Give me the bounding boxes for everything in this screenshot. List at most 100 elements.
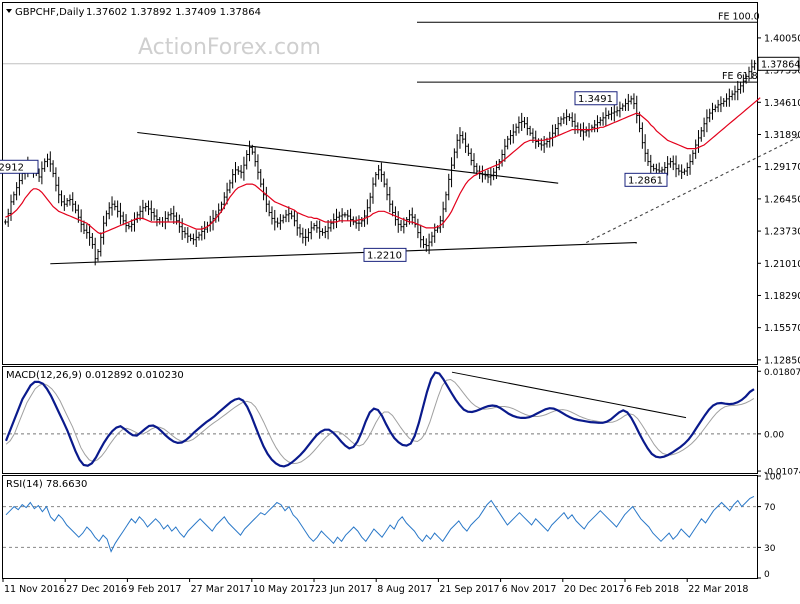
ohlc-bar (150, 200, 153, 221)
ohlc-bar (178, 214, 181, 233)
ohlc-bar (231, 169, 234, 189)
ohlc-bar (424, 238, 428, 252)
ohlc-bar (570, 112, 574, 127)
ohlc-bar (486, 169, 490, 184)
ohlc-bar (615, 106, 619, 117)
price-tick-label: 1.26450 (764, 194, 800, 205)
ohlc-bar (43, 158, 46, 172)
label-1-2912-clipped: 1.2912 (0, 159, 39, 174)
ohlc-bar (483, 170, 487, 180)
ohlc-bar (105, 210, 108, 227)
x-tick-label: 9 Feb 2017 (128, 584, 181, 595)
x-tick-label: 11 Nov 2016 (4, 584, 65, 595)
ohlc-bar (290, 210, 293, 220)
ohlc-bar (439, 215, 442, 233)
ohlc-bar (750, 59, 754, 79)
rsi-title: RSI(14) 78.6630 (6, 479, 87, 490)
chart-header: GBPCHF,Daily 1.37602 1.37892 1.37409 1.3… (6, 7, 261, 18)
ohlc-bar (273, 209, 277, 231)
ohlc-bar (360, 217, 364, 227)
ohlc-bar (391, 200, 394, 217)
ohlc-bar (705, 109, 709, 133)
ohlc-bar (722, 98, 726, 107)
price-tick-label: 1.21010 (764, 259, 800, 270)
ohlc-bar (236, 166, 240, 175)
ohlc-bar (309, 221, 313, 240)
ohlc-bar (396, 211, 400, 233)
ohlc-bar (251, 144, 254, 155)
lower-support-trendline (50, 242, 637, 265)
ohlc-bar (607, 110, 610, 120)
ohlc-bar (492, 167, 495, 181)
price-tick-label: 1.12850 (764, 355, 800, 366)
ohlc-bar (523, 116, 526, 129)
ohlc-bar (155, 209, 159, 227)
x-tick-label: 27 Mar 2017 (191, 584, 251, 595)
ohlc-bar (186, 227, 190, 243)
ohlc-bar (298, 224, 302, 238)
x-tick-label: 6 Feb 2018 (626, 584, 679, 595)
ohlc-bar (559, 116, 563, 127)
ohlc-bar (699, 127, 703, 142)
ohlc-bar (169, 208, 173, 221)
ohlc-bar (562, 112, 566, 124)
rsi-y-axis: 100 70 30 0 (3, 473, 781, 580)
ohlc-bar (144, 202, 148, 212)
ohlc-bar (455, 134, 459, 159)
ohlc-bar (304, 228, 307, 246)
ohlc-bar (548, 131, 552, 148)
ohlc-bar (307, 228, 310, 242)
macd-tick-label: 0.018071 (764, 368, 800, 378)
ohlc-bar (604, 107, 608, 126)
ohlc-bar (461, 131, 465, 144)
ohlc-bar (354, 216, 358, 229)
ohlc-bar (256, 154, 260, 180)
ohlc-bar (643, 134, 647, 162)
ohlc-bar (739, 81, 742, 94)
ohlc-bar (141, 199, 145, 220)
ohlc-bar (621, 103, 625, 111)
x-tick-label: 23 Jun 2017 (315, 584, 372, 595)
ohlc-bar (85, 224, 89, 239)
ohlc-bar (315, 220, 319, 233)
ohlc-bar (385, 178, 389, 201)
ohlc-bar (556, 117, 560, 136)
ohlc-bar (234, 162, 237, 183)
rsi-tick-label: 70 (764, 503, 776, 513)
rsi-line (5, 495, 755, 553)
x-tick-label: 6 Nov 2017 (502, 584, 557, 595)
ohlc-bar (259, 169, 263, 188)
ohlc-bar (433, 223, 437, 243)
watermark: ActionForex.com (138, 35, 321, 60)
ohlc-bar (517, 116, 521, 134)
ohlc-bar (82, 220, 86, 235)
ohlc-bar (646, 148, 650, 166)
ohlc-bar (554, 124, 557, 138)
dropdown-triangle-icon[interactable] (6, 9, 12, 13)
ohlc-bar (152, 208, 156, 221)
label-high-1-3491: 1.3491 (574, 91, 618, 106)
ohlc-bar (380, 162, 383, 182)
ohlc-bar (54, 167, 58, 192)
ohlc-bar (68, 194, 72, 206)
ohlc-bar (422, 235, 425, 249)
ohlc-bar (88, 224, 91, 246)
ohlc-bar (691, 150, 695, 165)
ohlc-bar (472, 153, 476, 174)
price-tick-label: 1.37330 (764, 66, 800, 77)
price-tick-label: 1.31890 (764, 130, 800, 141)
ohlc-bar (301, 227, 305, 244)
x-tick-label: 20 Dec 2017 (564, 584, 625, 595)
ohlc-bar (680, 164, 683, 179)
ohlc-bar (71, 192, 75, 212)
ohlc-bar (711, 102, 714, 120)
ohlc-bar (127, 222, 131, 230)
ohlc-bar (596, 115, 599, 133)
ohlc-bar (671, 155, 675, 171)
x-tick-label: 27 Dec 2016 (66, 584, 127, 595)
ohlc-bar (725, 93, 728, 107)
ohlc-bar (453, 148, 456, 169)
ohlc-bar (683, 168, 686, 175)
ohlc-bar (624, 98, 627, 111)
price-tick-label: 1.18290 (764, 291, 800, 302)
